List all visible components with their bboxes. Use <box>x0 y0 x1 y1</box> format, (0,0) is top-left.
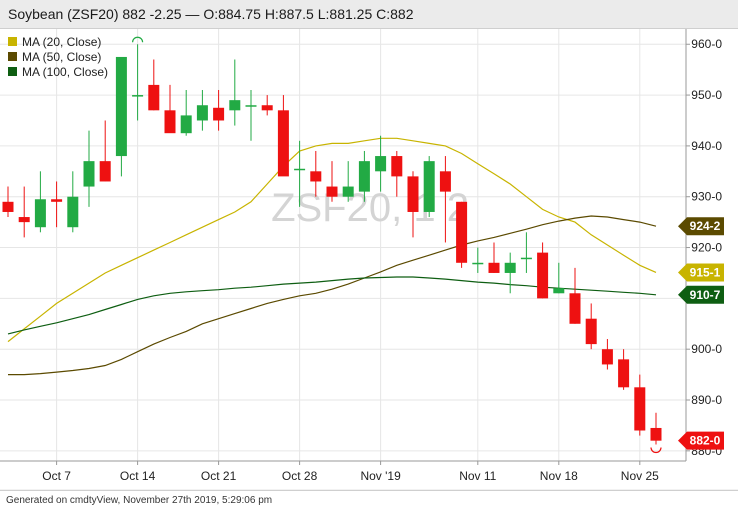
candle-body <box>634 387 646 431</box>
ma-price-label-1-tag <box>678 217 724 236</box>
candle-body <box>520 257 532 260</box>
plot-area[interactable]: ZSF20, 1 2 960-0 950-0 940-0 930-0 920-0 910-… <box>0 29 738 489</box>
candle-body <box>342 186 354 197</box>
candle-body <box>83 161 95 187</box>
candle-body <box>67 196 79 228</box>
y-tick-label: 950-0 <box>691 88 722 102</box>
x-tick-label: Nov 11 <box>459 469 496 483</box>
candle-body <box>504 262 516 273</box>
candle-body <box>34 199 46 228</box>
candle-body <box>132 95 144 97</box>
legend-swatch <box>8 52 17 61</box>
candle-body <box>229 100 241 111</box>
legend-item-0[interactable]: MA (20, Close) <box>8 34 108 49</box>
x-tick-label: Nov 25 <box>621 469 659 483</box>
ma-price-label-1-text: 924-2 <box>690 219 721 233</box>
candle-body <box>585 318 597 345</box>
ma-line-1 <box>8 215 657 376</box>
candle-body <box>407 176 419 212</box>
price-chart[interactable]: ZSF20, 1 2 960-0 950-0 940-0 930-0 920-0 910-… <box>0 29 738 489</box>
candle-body <box>277 110 289 177</box>
legend-label: MA (20, Close) <box>22 34 102 49</box>
candle-body <box>472 262 484 265</box>
watermark: ZSF20, 1 2 <box>271 186 469 230</box>
x-tick-label: Oct 14 <box>120 469 156 483</box>
chart-title: Soybean (ZSF20) 882 -2.25 — O:884.75 H:8… <box>8 6 414 22</box>
candle-body <box>618 359 630 388</box>
candle-body <box>326 186 338 197</box>
candle-body <box>456 201 468 263</box>
candle-body <box>245 105 257 107</box>
candle-body <box>310 171 322 182</box>
legend: MA (20, Close) MA (50, Close) MA (100, Clo… <box>8 34 108 79</box>
y-tick-label: 940-0 <box>691 139 722 153</box>
y-tick-label: 920-0 <box>691 241 722 255</box>
x-tick-label: Nov 18 <box>540 469 578 483</box>
candle-body <box>553 288 565 294</box>
high-marker <box>132 36 144 43</box>
candle-body <box>537 252 549 299</box>
candle-body <box>148 84 160 111</box>
candle-body <box>51 199 63 202</box>
candle-body <box>115 56 127 157</box>
y-tick-label: 960-0 <box>691 37 722 51</box>
candle-body <box>18 217 30 223</box>
candle-body <box>358 161 370 192</box>
low-marker <box>650 447 662 454</box>
candle-body <box>196 105 208 121</box>
x-tick-label: Nov '19 <box>360 469 401 483</box>
legend-item-1[interactable]: MA (50, Close) <box>8 49 108 64</box>
candle-body <box>569 293 581 324</box>
candle-body <box>164 110 176 134</box>
x-tick-label: Oct 21 <box>201 469 237 483</box>
candle-body <box>650 427 662 441</box>
x-tick-label: Oct 7 <box>42 469 71 483</box>
y-tick-label: 890-0 <box>691 393 722 407</box>
footer-text: Generated on cmdtyView, November 27th 20… <box>6 495 273 506</box>
chart-header: Soybean (ZSF20) 882 -2.25 — O:884.75 H:8… <box>0 0 738 29</box>
last-price-label-tag <box>678 431 724 450</box>
ma-price-label-2-tag <box>678 285 724 304</box>
candle-body <box>180 115 192 134</box>
y-tick-label: 930-0 <box>691 190 722 204</box>
candle-body <box>423 161 435 212</box>
candle-body <box>99 161 111 182</box>
candle-body <box>439 171 451 192</box>
legend-item-2[interactable]: MA (100, Close) <box>8 64 108 79</box>
candle-body <box>375 156 387 172</box>
ma-price-label-0-tag <box>678 263 724 282</box>
x-axis-background <box>0 461 686 489</box>
legend-swatch <box>8 37 17 46</box>
candle-body <box>391 156 403 177</box>
ma-price-label-0-text: 915-1 <box>690 265 721 279</box>
candle-body <box>213 107 225 121</box>
last-price-label-text: 882-0 <box>690 434 721 448</box>
y-tick-label: 900-0 <box>691 342 722 356</box>
legend-swatch <box>8 67 17 76</box>
legend-label: MA (50, Close) <box>22 49 102 64</box>
y-axis-background <box>686 29 738 489</box>
legend-label: MA (100, Close) <box>22 64 109 79</box>
candle-body <box>294 168 306 171</box>
ma-line-0 <box>7 137 657 343</box>
candle-body <box>2 201 14 212</box>
candle-body <box>261 105 273 111</box>
footer: Generated on cmdtyView, November 27th 20… <box>0 490 738 511</box>
candle-body <box>488 262 500 273</box>
ma-price-label-2-text: 910-7 <box>690 288 721 302</box>
x-tick-label: Oct 28 <box>282 469 318 483</box>
candle-body <box>601 349 613 365</box>
plot-background <box>0 29 686 489</box>
